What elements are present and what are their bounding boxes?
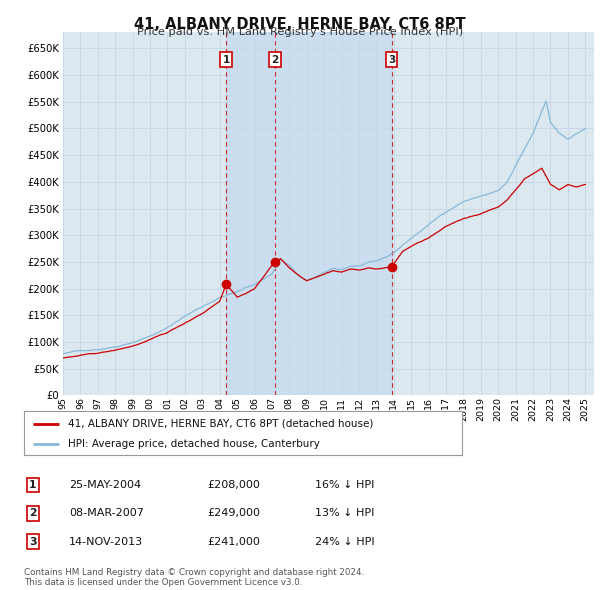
Bar [226,32,392,395]
Text: 1: 1 [29,480,37,490]
Text: 2: 2 [29,509,37,518]
Text: 3: 3 [388,55,395,65]
Text: £241,000: £241,000 [207,537,260,546]
Text: 41, ALBANY DRIVE, HERNE BAY, CT6 8PT: 41, ALBANY DRIVE, HERNE BAY, CT6 8PT [134,17,466,31]
Text: HPI: Average price, detached house, Canterbury: HPI: Average price, detached house, Cant… [68,439,320,449]
Text: 1: 1 [223,55,230,65]
Text: 41, ALBANY DRIVE, HERNE BAY, CT6 8PT (detached house): 41, ALBANY DRIVE, HERNE BAY, CT6 8PT (de… [68,419,373,428]
Text: Contains HM Land Registry data © Crown copyright and database right 2024.
This d: Contains HM Land Registry data © Crown c… [24,568,364,587]
Text: £249,000: £249,000 [207,509,260,518]
Text: 16% ↓ HPI: 16% ↓ HPI [315,480,374,490]
Text: 2: 2 [271,55,278,65]
Text: 14-NOV-2013: 14-NOV-2013 [69,537,143,546]
Text: Price paid vs. HM Land Registry's House Price Index (HPI): Price paid vs. HM Land Registry's House … [137,27,463,37]
Text: 13% ↓ HPI: 13% ↓ HPI [315,509,374,518]
Text: 25-MAY-2004: 25-MAY-2004 [69,480,141,490]
Text: 08-MAR-2007: 08-MAR-2007 [69,509,144,518]
Text: 24% ↓ HPI: 24% ↓ HPI [315,537,374,546]
Text: £208,000: £208,000 [207,480,260,490]
Text: 3: 3 [29,537,37,546]
